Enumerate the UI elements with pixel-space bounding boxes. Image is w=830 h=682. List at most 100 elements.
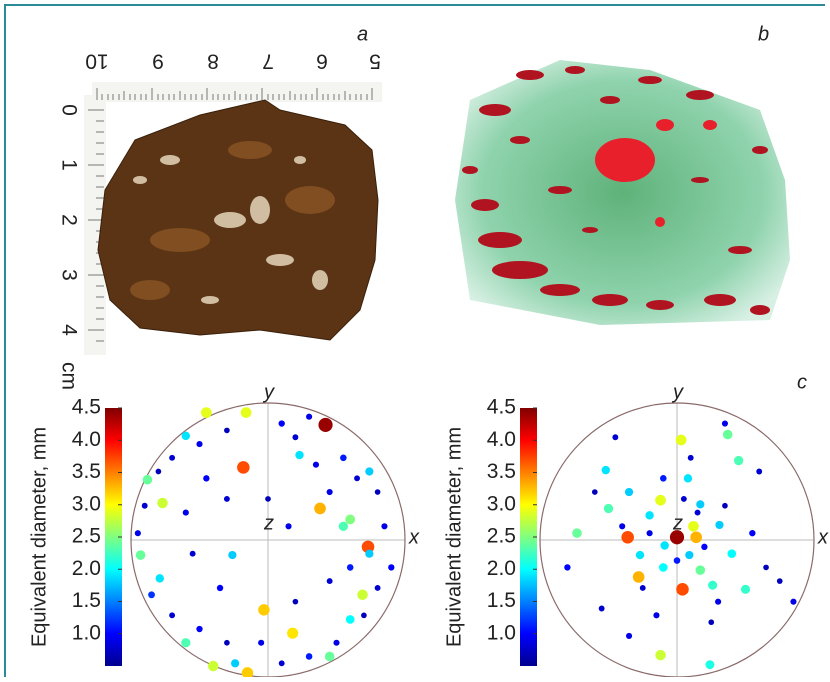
colorbar-tick-label: 2.5 [72,525,101,548]
pore-point [658,563,668,572]
ruler-number: 0 [57,104,80,116]
pore-point [365,549,374,558]
pore-point [612,434,619,441]
pore-point [669,530,685,545]
ruler-unit: cm [57,362,80,390]
pore-point [155,468,162,475]
pore-point [285,523,292,530]
pore-point [790,598,797,605]
pore-point [258,639,265,646]
pore-point [632,571,645,583]
ruler-number: 6 [316,49,328,72]
pore-point [142,474,153,485]
pore-point [141,502,148,509]
pore-point [721,420,729,427]
colorbar-tick-label: 3.5 [487,460,516,483]
pore-point [601,465,610,475]
pore-point [722,502,728,509]
pore-point [708,580,718,590]
pore-point [228,550,237,560]
pore-point [572,528,582,538]
colorbar-tick-label: 3.0 [72,492,101,515]
pore-point [653,612,660,619]
pore-point [361,612,367,619]
pore-point [157,497,168,509]
frame [4,4,825,677]
colorbar-tick-label: 1.5 [487,589,516,612]
axis-label: z [672,512,683,534]
pore-point [312,461,320,468]
pore-point [326,488,333,496]
pore-point [203,475,210,482]
pore-point [169,612,176,619]
pore-point [216,584,224,592]
pore-point [333,639,340,646]
pore-point [687,454,694,461]
pore-point [196,625,203,633]
pore-point [292,598,299,605]
pore-point [564,564,571,571]
axis-label: y [671,381,684,403]
pore-point [624,487,634,497]
pore-point [673,557,681,564]
pore-point [207,660,219,672]
colorbar-tick-label: 1.0 [72,621,101,644]
colorbar-tick-label: 4.0 [72,428,101,451]
pore-point [690,531,702,544]
pore-point [224,639,230,646]
pore-point [324,651,335,662]
pore-point [318,417,333,433]
pore-point [676,583,689,596]
pore-point [326,578,333,585]
colorbar-tick-label: 3.0 [487,492,516,515]
pore-point [660,541,669,550]
colorbar-tick-label: 2.0 [487,557,516,580]
pore-point [621,530,634,544]
pore-point [701,543,708,551]
pore-point [598,605,605,612]
pore-point [340,454,347,462]
pore-point [655,649,666,661]
pore-point [200,407,212,418]
pore-point [240,407,252,418]
pore-point [749,529,756,537]
panel-a-photo [84,82,382,355]
pore-point [694,509,701,516]
pore-point [683,474,693,483]
pore-point [645,511,654,520]
ruler-number: 3 [57,269,80,281]
pore-point [241,667,254,679]
pore-point [722,429,733,440]
pore-point [189,550,196,557]
axis-label: z [263,512,274,534]
pore-point [374,585,381,591]
pore-point [374,489,381,495]
pore-point [655,494,666,506]
pore-point [715,520,724,530]
pore-point [346,564,354,571]
pore-point [148,591,155,599]
pore-point [287,627,299,639]
pore-point [756,468,763,475]
pore-point [135,550,146,560]
pore-point [680,495,687,502]
pore-point [688,520,699,532]
colorbar [520,408,537,666]
pore-point [625,632,633,639]
pore-point [305,653,313,660]
pore-point [685,550,694,560]
ruler-number: 10 [85,49,108,72]
pore-point [223,495,230,502]
panel-label: c [797,371,807,393]
pore-point [388,564,395,571]
pore-point [292,434,299,441]
pore-point [354,475,360,482]
pore-point [740,584,751,594]
pore-point [237,461,250,474]
panel-label: b [758,23,769,45]
pore-point [660,475,667,482]
pore-point [155,574,164,583]
pore-point [338,521,349,531]
ruler-number: 4 [57,324,80,336]
